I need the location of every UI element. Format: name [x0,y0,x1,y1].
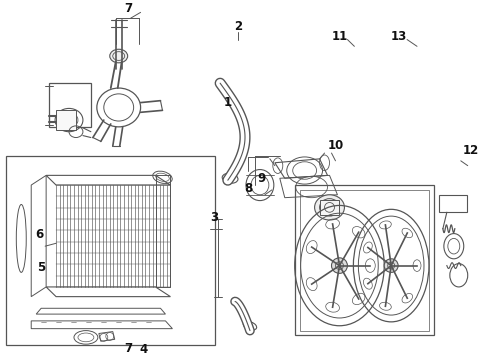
Bar [56,111,76,130]
Bar [49,83,91,127]
Ellipse shape [110,49,128,63]
Text: 8: 8 [244,182,252,195]
Text: 9: 9 [258,172,266,185]
Ellipse shape [384,259,398,273]
Text: 7: 7 [124,2,133,15]
Text: 5: 5 [37,261,45,274]
Text: 4: 4 [140,343,147,356]
Bar [300,190,429,330]
Bar [439,195,467,212]
Bar [6,156,215,345]
Text: 10: 10 [327,139,343,152]
Bar [319,199,340,215]
Text: 3: 3 [210,211,219,224]
Text: 12: 12 [463,144,479,157]
Ellipse shape [332,258,347,273]
Ellipse shape [315,195,344,220]
Text: 6: 6 [35,228,43,241]
Text: 1: 1 [224,96,232,109]
Text: 7: 7 [124,342,133,355]
Text: 13: 13 [391,30,407,43]
Text: 2: 2 [234,21,242,33]
Text: 11: 11 [331,30,347,43]
